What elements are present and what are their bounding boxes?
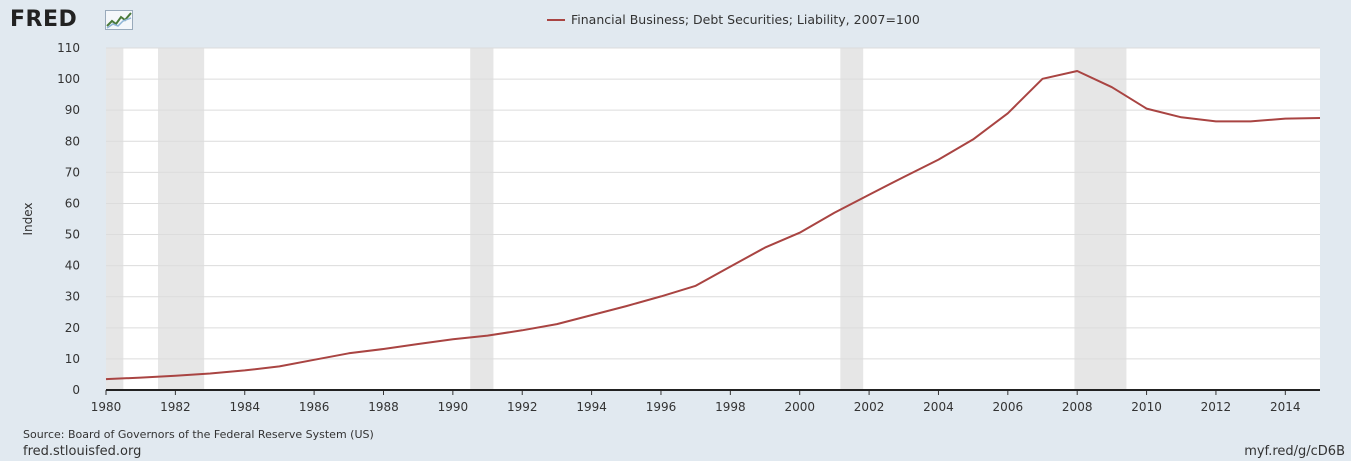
y-tick-label: 50 (65, 228, 80, 242)
x-tick-label: 1990 (438, 400, 469, 414)
y-tick-label: 30 (65, 290, 80, 304)
short-link[interactable]: myf.red/g/cD6B (1244, 444, 1345, 459)
y-tick-label: 70 (65, 165, 80, 179)
x-tick-label: 2000 (784, 400, 815, 414)
legend-label: Financial Business; Debt Securities; Lia… (571, 12, 920, 27)
recession-band (840, 48, 864, 390)
x-tick-label: 1992 (507, 400, 538, 414)
x-tick-label: 1980 (91, 400, 122, 414)
source-note: Source: Board of Governors of the Federa… (23, 428, 374, 441)
x-tick-label: 2012 (1201, 400, 1232, 414)
y-axis-title: Index (21, 202, 35, 235)
series-line (105, 70, 1321, 381)
y-tick-label: 40 (65, 259, 80, 273)
x-tick-label: 2010 (1131, 400, 1162, 414)
recession-band (1074, 48, 1127, 390)
x-tick-label: 2006 (993, 400, 1024, 414)
y-tick-label: 60 (65, 196, 80, 210)
recession-band (158, 48, 205, 390)
y-tick-label: 0 (72, 383, 80, 397)
y-tick-label: 10 (65, 352, 80, 366)
x-tick-label: 2008 (1062, 400, 1093, 414)
x-tick-label: 2002 (854, 400, 885, 414)
x-tick-label: 2004 (923, 400, 954, 414)
recession-band (470, 48, 494, 390)
y-tick-label: 20 (65, 321, 80, 335)
x-tick-label: 1982 (160, 400, 191, 414)
x-tick-label: 2014 (1270, 400, 1301, 414)
site-link[interactable]: fred.stlouisfed.org (23, 444, 142, 459)
recession-band (106, 48, 124, 390)
x-tick-label: 1996 (646, 400, 677, 414)
fred-chart-icon (105, 10, 133, 30)
y-tick-label: 80 (65, 134, 80, 148)
y-tick-label: 90 (65, 103, 80, 117)
y-tick-label: 100 (57, 72, 80, 86)
y-tick-label: 110 (57, 41, 80, 55)
x-tick-label: 1994 (576, 400, 607, 414)
legend-swatch (547, 18, 565, 21)
x-tick-label: 1998 (715, 400, 746, 414)
chart-legend[interactable]: Financial Business; Debt Securities; Lia… (547, 12, 920, 28)
x-tick-label: 1988 (368, 400, 399, 414)
x-tick-label: 1986 (299, 400, 330, 414)
fred-logo[interactable]: FRED (10, 7, 78, 32)
plot-area (106, 48, 1320, 390)
x-tick-label: 1984 (229, 400, 260, 414)
